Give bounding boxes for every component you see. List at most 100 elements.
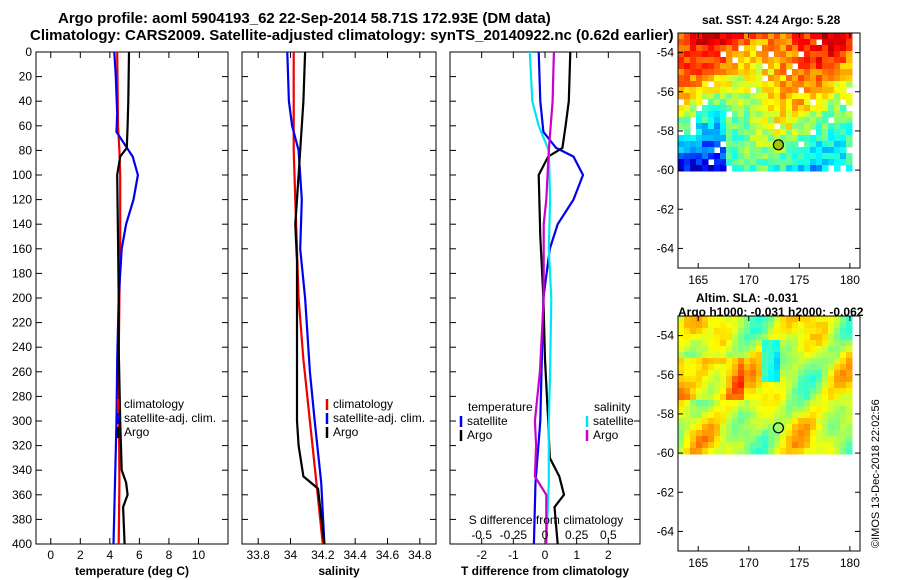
- heatmap-cell: [720, 165, 727, 172]
- heatmap-cell: [792, 165, 799, 172]
- heatmap-cell: [750, 418, 757, 425]
- heatmap-cell: [840, 57, 847, 64]
- profile-panel-3: [449, 51, 641, 545]
- heatmap-cell: [732, 93, 739, 100]
- heatmap-cell: [774, 135, 781, 142]
- heatmap-cell: [702, 418, 709, 425]
- heatmap-cell: [846, 328, 853, 335]
- heatmap-cell: [750, 394, 757, 401]
- heatmap-cell: [804, 135, 811, 142]
- heatmap-cell: [762, 334, 769, 341]
- heatmap-cell: [786, 39, 793, 46]
- heatmap-cell: [828, 430, 835, 437]
- heatmap-cell: [696, 123, 703, 130]
- heatmap-cell: [804, 111, 811, 118]
- heatmap-cell: [714, 123, 721, 130]
- heatmap-cell: [786, 370, 793, 377]
- heatmap-cell: [702, 328, 709, 335]
- heatmap-cell: [822, 81, 829, 88]
- heatmap-cell: [816, 340, 823, 347]
- heatmap-cell: [750, 33, 757, 40]
- heatmap-cell: [738, 442, 745, 449]
- heatmap-cell: [684, 322, 691, 329]
- heatmap-cell: [798, 316, 805, 323]
- y-tick-label: 320: [12, 439, 32, 453]
- heatmap-cell: [804, 39, 811, 46]
- heatmap-cell: [726, 412, 733, 419]
- heatmap-cell: [822, 406, 829, 413]
- profile-panel-2: [241, 51, 437, 545]
- heatmap-cell: [732, 412, 739, 419]
- heatmap-cell: [798, 334, 805, 341]
- heatmap-cell: [768, 442, 775, 449]
- heatmap-cell: [810, 418, 817, 425]
- heatmap-cell: [768, 430, 775, 437]
- heatmap-cell: [762, 81, 769, 88]
- heatmap-cell: [738, 334, 745, 341]
- heatmap-cell: [786, 424, 793, 431]
- heatmap-cell: [774, 448, 781, 455]
- heatmap-cell: [804, 75, 811, 82]
- heatmap-cell: [768, 117, 775, 124]
- legend-label: climatology: [333, 397, 393, 411]
- heatmap-cell: [780, 328, 787, 335]
- heatmap-cell: [744, 436, 751, 443]
- heatmap-cell: [702, 316, 709, 323]
- heatmap-cell: [762, 141, 769, 148]
- heatmap-cell: [834, 340, 841, 347]
- heatmap-cell: [738, 159, 745, 166]
- x-tick-label: 33.8: [246, 548, 270, 562]
- x-tick-label: 2: [605, 548, 612, 562]
- heatmap-cell: [840, 388, 847, 395]
- heatmap-cell: [792, 316, 799, 323]
- heatmap-cell: [840, 105, 847, 112]
- heatmap-cell: [792, 352, 799, 359]
- heatmap-cell: [822, 376, 829, 383]
- heatmap-cell: [792, 376, 799, 383]
- heatmap-cell: [738, 328, 745, 335]
- heatmap-cell: [828, 153, 835, 160]
- heatmap-cell: [726, 358, 733, 365]
- heatmap-cell: [846, 358, 853, 365]
- heatmap-cell: [678, 93, 685, 100]
- heatmap-cell: [720, 159, 727, 166]
- heatmap-cell: [684, 376, 691, 383]
- x-tick-label: 34: [284, 548, 298, 562]
- sst-map-title: sat. SST: 4.24 Argo: 5.28: [702, 13, 841, 27]
- heatmap-cell: [816, 141, 823, 148]
- heatmap-cell: [828, 93, 835, 100]
- heatmap-cell: [702, 436, 709, 443]
- heatmap-cell: [774, 382, 781, 389]
- heatmap-cell: [732, 346, 739, 353]
- heatmap-cell: [774, 442, 781, 449]
- heatmap-cell: [702, 400, 709, 407]
- heatmap-cell: [792, 147, 799, 154]
- heatmap-cell: [846, 376, 853, 383]
- heatmap-cell: [696, 117, 703, 124]
- heatmap-cell: [708, 430, 715, 437]
- heatmap-cell: [690, 316, 697, 323]
- heatmap-cell: [708, 153, 715, 160]
- heatmap-cell: [834, 364, 841, 371]
- heatmap-cell: [762, 159, 769, 166]
- heatmap-cell: [714, 340, 721, 347]
- heatmap-cell: [702, 406, 709, 413]
- heatmap-cell: [702, 412, 709, 419]
- heatmap-cell: [750, 39, 757, 46]
- heatmap-cell: [732, 165, 739, 172]
- map-x-tick-label: 180: [840, 273, 860, 287]
- heatmap-cell: [732, 141, 739, 148]
- heatmap-cell: [738, 165, 745, 172]
- heatmap-cell: [786, 328, 793, 335]
- heatmap-cell: [690, 105, 697, 112]
- heatmap-cell: [678, 442, 685, 449]
- heatmap-cell: [720, 147, 727, 154]
- heatmap-cell: [840, 81, 847, 88]
- heatmap-cell: [792, 33, 799, 40]
- heatmap-cell: [822, 448, 829, 455]
- heatmap-cell: [726, 436, 733, 443]
- heatmap-cell: [750, 153, 757, 160]
- heatmap-cell: [780, 412, 787, 419]
- heatmap-cell: [804, 165, 811, 172]
- heatmap-cell: [846, 430, 853, 437]
